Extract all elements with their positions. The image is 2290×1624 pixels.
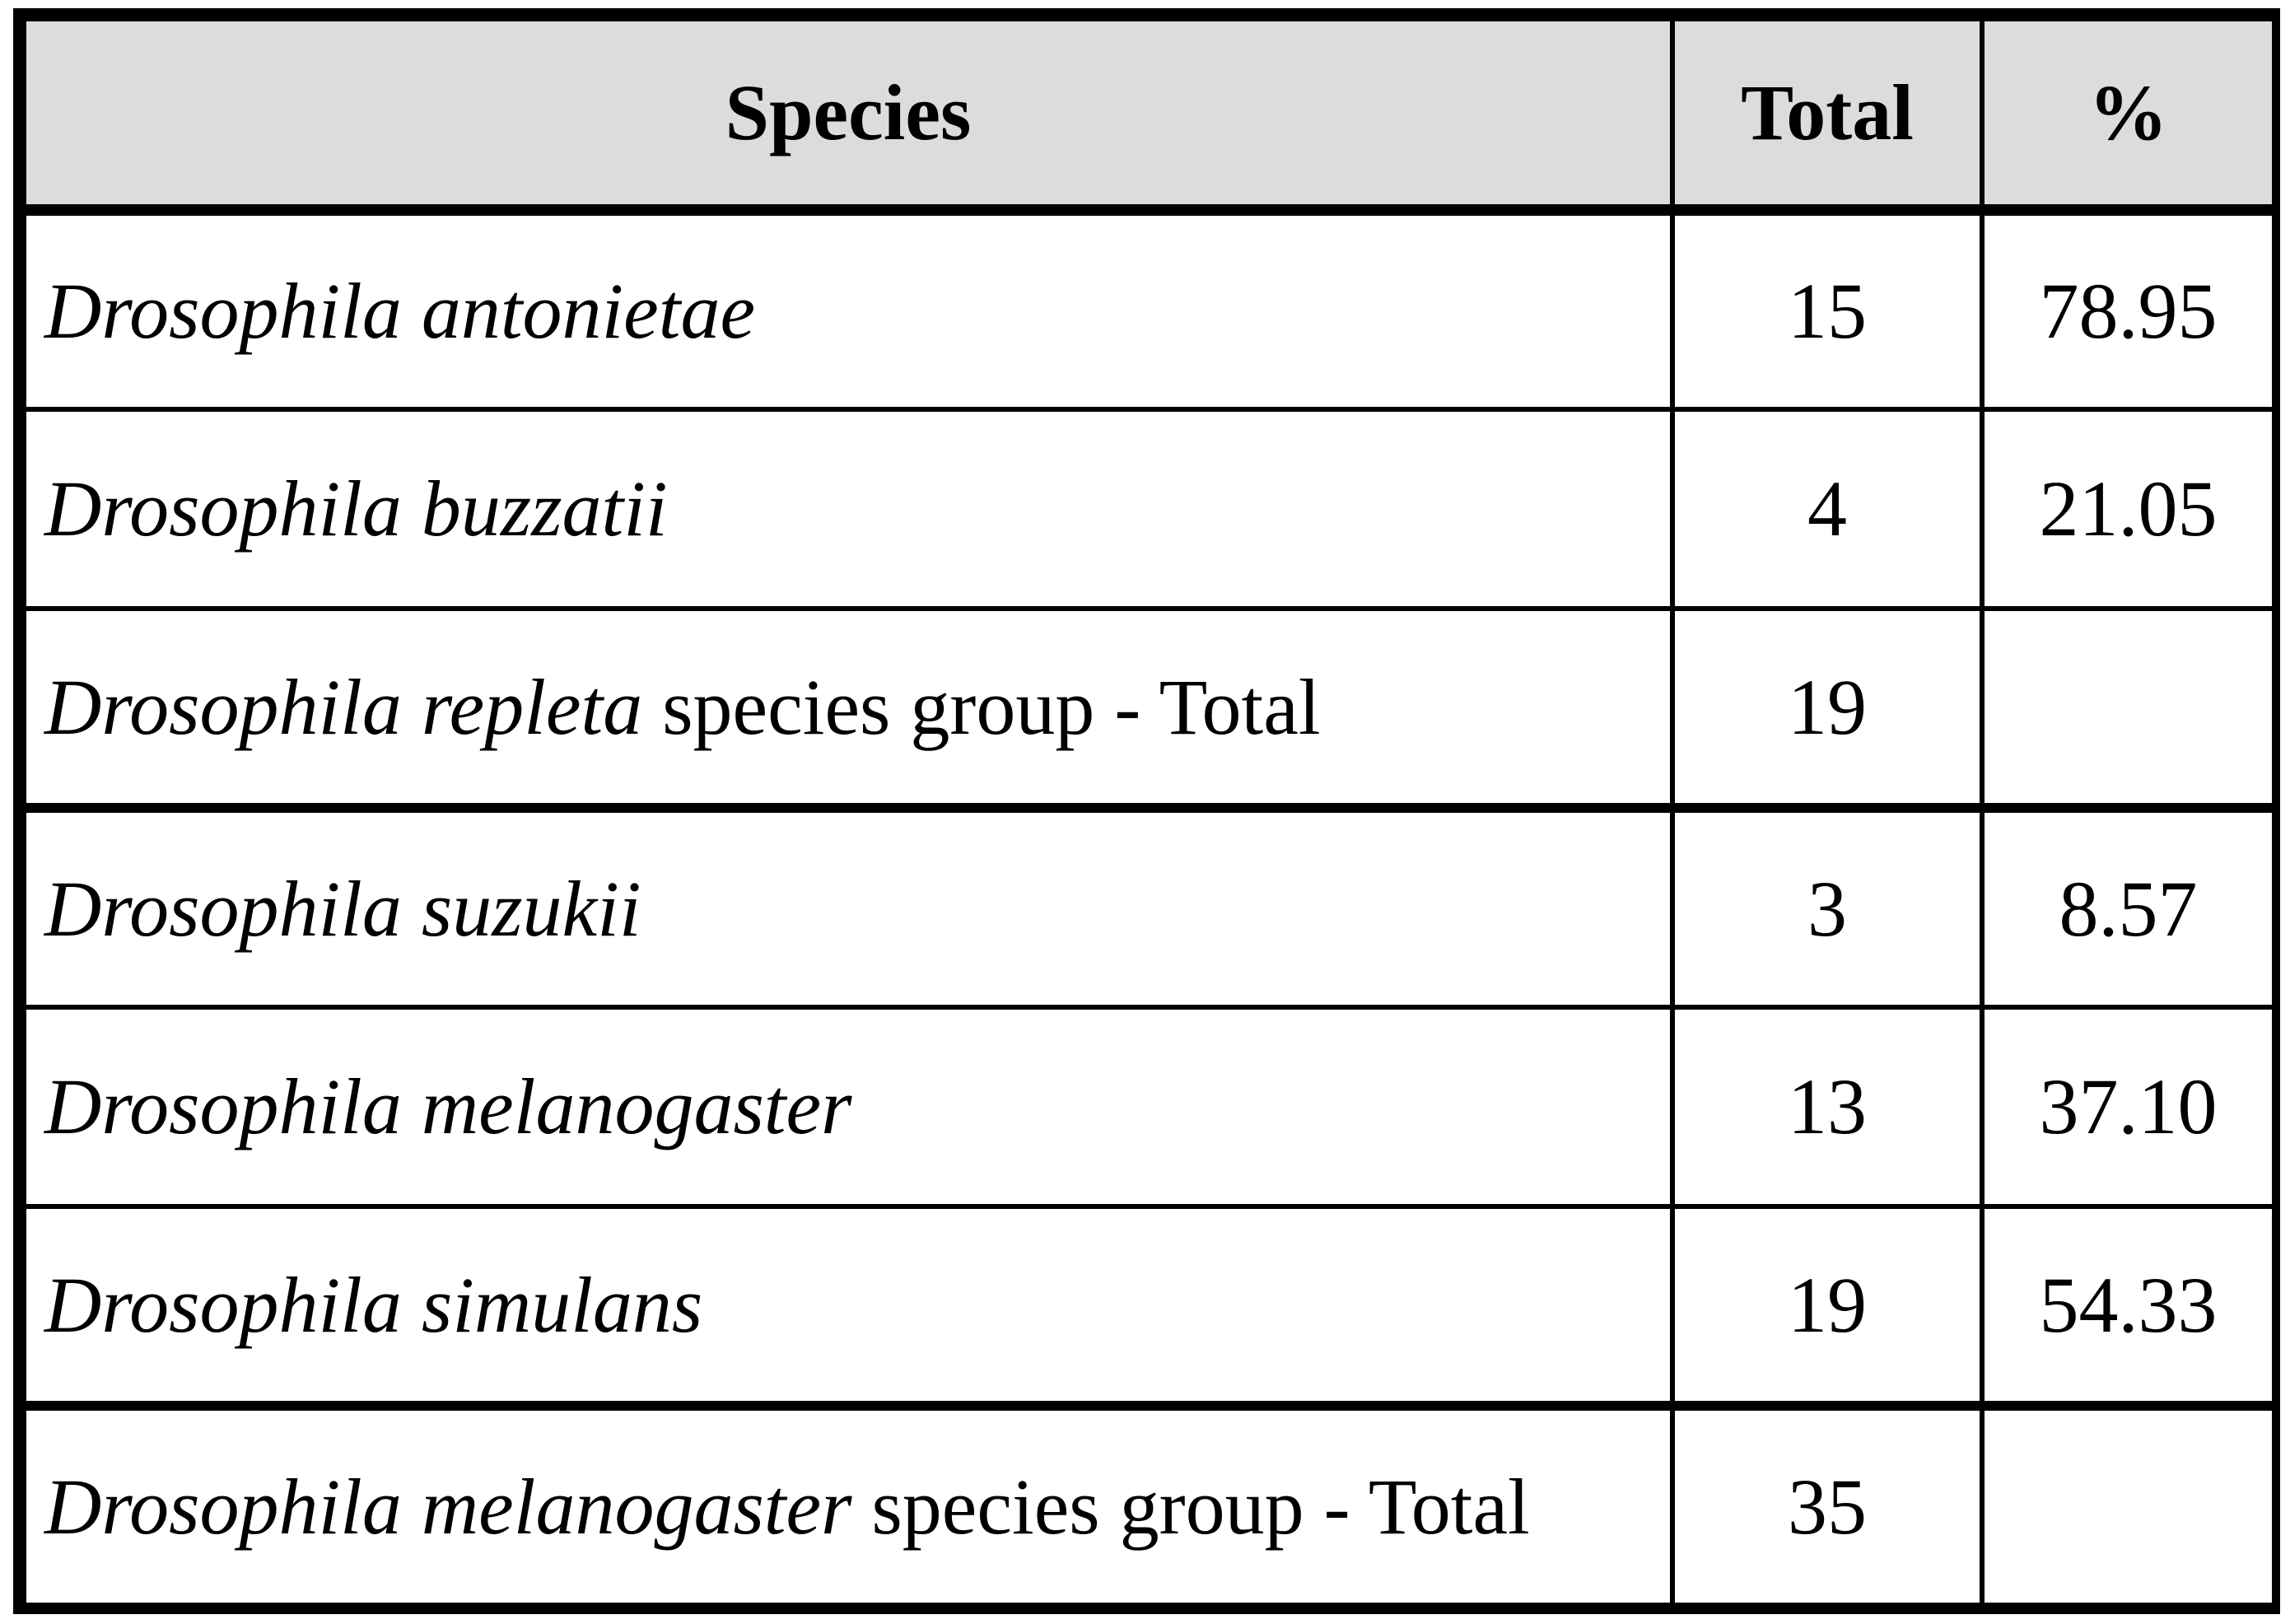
total-cell: 19 <box>1670 1204 1985 1411</box>
total-cell: 15 <box>1670 208 1985 412</box>
species-name: Drosophila repleta <box>44 662 643 751</box>
percent-cell <box>1980 606 2277 813</box>
species-cell: Drosophila buzzatii <box>21 407 1675 611</box>
species-suffix: species group - Total <box>851 1462 1530 1551</box>
table-row-group-total: Drosophila repleta species group - Total… <box>21 606 2277 813</box>
header-total: Total <box>1670 16 1985 216</box>
total-cell: 13 <box>1670 1005 1985 1209</box>
species-table-frame: Species Total % Drosophila antonietae 15… <box>13 8 2280 1614</box>
species-table: Species Total % Drosophila antonietae 15… <box>21 16 2277 1608</box>
table-header-row: Species Total % <box>21 16 2277 216</box>
species-cell: Drosophila melanogaster <box>21 1005 1675 1209</box>
species-cell: Drosophila repleta species group - Total <box>21 606 1675 813</box>
total-cell: 3 <box>1670 805 1985 1010</box>
species-cell: Drosophila suzukii <box>21 805 1675 1010</box>
header-species: Species <box>21 16 1675 216</box>
header-percent: % <box>1980 16 2277 216</box>
table-row-group-total: Drosophila melanogaster species group - … <box>21 1403 2277 1608</box>
species-name: Drosophila buzzatii <box>44 464 668 553</box>
percent-cell: 8.57 <box>1980 805 2277 1010</box>
table-row: Drosophila buzzatii 4 21.05 <box>21 407 2277 611</box>
table-row: Drosophila suzukii 3 8.57 <box>21 805 2277 1010</box>
species-suffix: species group - Total <box>642 662 1321 751</box>
species-cell: Drosophila melanogaster species group - … <box>21 1403 1675 1608</box>
total-cell: 4 <box>1670 407 1985 611</box>
table-row: Drosophila simulans 19 54.33 <box>21 1204 2277 1411</box>
species-name: Drosophila suzukii <box>44 864 641 953</box>
percent-cell <box>1980 1403 2277 1608</box>
species-cell: Drosophila simulans <box>21 1204 1675 1411</box>
total-cell: 35 <box>1670 1403 1985 1608</box>
species-cell: Drosophila antonietae <box>21 208 1675 412</box>
percent-cell: 78.95 <box>1980 208 2277 412</box>
percent-cell: 21.05 <box>1980 407 2277 611</box>
species-name: Drosophila melanogaster <box>44 1462 852 1551</box>
species-name: Drosophila melanogaster <box>44 1062 852 1150</box>
species-name: Drosophila simulans <box>44 1260 703 1349</box>
species-name: Drosophila antonietae <box>44 267 756 355</box>
percent-cell: 37.10 <box>1980 1005 2277 1209</box>
total-cell: 19 <box>1670 606 1985 813</box>
table-row: Drosophila antonietae 15 78.95 <box>21 208 2277 412</box>
percent-cell: 54.33 <box>1980 1204 2277 1411</box>
table-row: Drosophila melanogaster 13 37.10 <box>21 1005 2277 1209</box>
